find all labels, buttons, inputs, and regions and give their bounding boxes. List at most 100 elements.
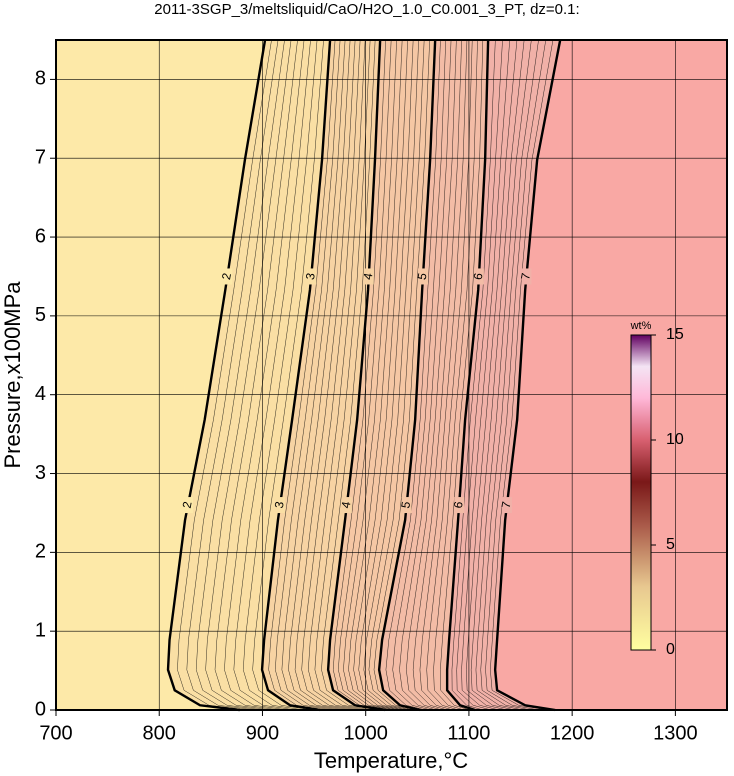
colorbar-tick-label: 10 xyxy=(666,431,684,448)
minor-contour xyxy=(233,39,311,711)
contour-label: 2 xyxy=(180,500,195,509)
contour-label: 4 xyxy=(339,500,354,509)
minor-contour xyxy=(294,39,356,711)
minor-contour xyxy=(426,39,473,711)
minor-contour xyxy=(399,39,452,711)
contour-label-bg xyxy=(275,497,286,514)
minor-contour xyxy=(252,39,324,711)
contour-label-bg xyxy=(363,268,374,285)
contour-label-bg xyxy=(401,497,412,514)
minor-contour xyxy=(456,39,503,711)
minor-contour xyxy=(288,39,351,711)
contour-line xyxy=(377,39,437,712)
y-tick-label: 4 xyxy=(35,383,46,405)
x-tick-label: 700 xyxy=(39,722,72,744)
colorbar-tick-label: 5 xyxy=(666,536,675,553)
contour-line xyxy=(445,39,490,712)
minor-contour xyxy=(368,39,425,711)
minor-contour xyxy=(385,39,441,711)
minor-contour xyxy=(348,39,403,711)
minor-contour xyxy=(186,39,279,711)
contour-label-bg xyxy=(306,268,317,285)
contour-label: 6 xyxy=(451,500,466,509)
minor-contour xyxy=(242,39,318,711)
minor-contour xyxy=(470,39,525,711)
minor-contour xyxy=(419,39,468,711)
minor-contour xyxy=(214,39,298,711)
contour-label: 2 xyxy=(219,272,234,281)
y-tick-label: 5 xyxy=(35,304,46,326)
contour-label: 3 xyxy=(272,500,287,509)
minor-contour xyxy=(268,39,336,711)
minor-contour xyxy=(363,39,419,711)
contour-label: 5 xyxy=(415,272,430,281)
colorbar-label: wt% xyxy=(630,320,652,332)
minor-contour xyxy=(224,39,305,711)
minor-contour xyxy=(275,39,341,711)
contour-label: 3 xyxy=(303,272,318,281)
contour-label: 7 xyxy=(499,500,514,509)
y-tick-label: 7 xyxy=(35,147,46,169)
plot-frame xyxy=(55,39,728,711)
y-tick-label: 6 xyxy=(35,225,46,247)
contour-label-bg xyxy=(417,268,428,285)
minor-contour xyxy=(392,39,447,711)
minor-contour xyxy=(195,39,285,711)
y-tick-label: 0 xyxy=(35,698,46,720)
contour-label-bg xyxy=(454,497,465,514)
minor-contour xyxy=(205,39,292,711)
colorbar-tick-label: 15 xyxy=(666,326,684,343)
contour-line xyxy=(166,39,267,712)
minor-contour xyxy=(406,39,457,711)
x-axis-title: Temperature,°C xyxy=(314,748,468,773)
contour-label-bg xyxy=(222,268,233,285)
minor-contour xyxy=(433,39,478,711)
minor-contour xyxy=(480,39,539,711)
minor-contour xyxy=(412,39,462,711)
minor-contour xyxy=(440,39,484,711)
contour-line xyxy=(260,39,332,712)
minor-contour xyxy=(281,39,346,711)
contour-line xyxy=(493,39,562,712)
contour-label: 5 xyxy=(398,500,413,509)
x-tick-label: 800 xyxy=(143,722,176,744)
contour-label-bg xyxy=(473,268,484,285)
contour-label: 4 xyxy=(360,272,375,281)
contour-label-bg xyxy=(341,497,352,514)
colorbar xyxy=(630,334,652,651)
contour-label: 6 xyxy=(471,272,486,281)
minor-contour xyxy=(490,39,554,711)
minor-contour xyxy=(314,39,373,711)
x-tick-label: 1000 xyxy=(343,722,388,744)
x-tick-label: 1200 xyxy=(550,722,595,744)
colorbar-tick-label: 0 xyxy=(666,641,675,658)
minor-contour xyxy=(308,39,366,711)
contour-label-bg xyxy=(182,497,193,514)
chart-title: 2011-3SGP_3/meltsliquid/CaO/H2O_1.0_C0.0… xyxy=(154,1,579,18)
minor-contour xyxy=(373,39,430,711)
minor-contour xyxy=(485,39,547,711)
minor-contour xyxy=(343,39,397,711)
minor-contour xyxy=(461,39,510,711)
y-tick-label: 2 xyxy=(35,541,46,563)
x-tick-label: 1300 xyxy=(653,722,698,744)
y-tick-label: 1 xyxy=(35,619,46,641)
y-tick-label: 3 xyxy=(35,462,46,484)
x-tick-label: 1100 xyxy=(447,722,490,744)
contour-label: 7 xyxy=(518,272,533,281)
contour-label-bg xyxy=(501,497,512,514)
x-tick-label: 900 xyxy=(246,722,279,744)
contour-line xyxy=(326,39,386,712)
minor-contour xyxy=(301,39,361,711)
y-axis-title: Pressure,x100MPa xyxy=(0,281,25,469)
minor-contour xyxy=(475,39,532,711)
minor-contour xyxy=(332,39,389,711)
minor-contour xyxy=(338,39,393,711)
minor-contour xyxy=(358,39,414,711)
contour-label-bg xyxy=(521,268,532,285)
minor-contour xyxy=(177,39,272,711)
minor-contour xyxy=(466,39,518,711)
minor-contour xyxy=(451,39,496,711)
y-tick-label: 8 xyxy=(35,68,46,90)
